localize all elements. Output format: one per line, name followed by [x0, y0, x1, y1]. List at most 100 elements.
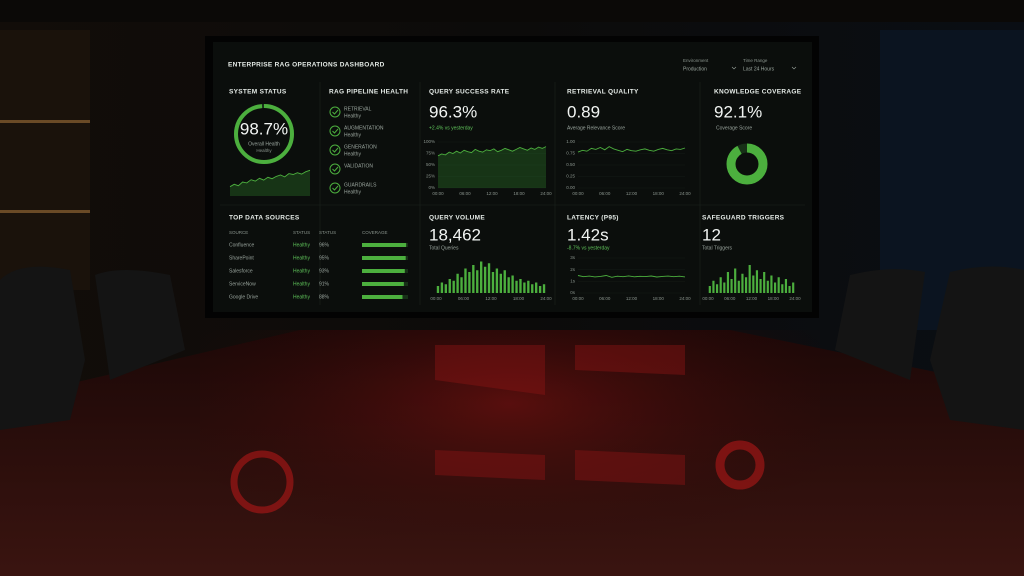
x-tick-label: 24:00 — [540, 191, 552, 196]
bar — [531, 284, 534, 293]
filter-value: Production — [683, 66, 707, 72]
coverage-label: 88% — [319, 294, 330, 300]
panel-title: RAG PIPELINE HEALTH — [329, 89, 408, 96]
bar — [460, 277, 463, 293]
x-tick-label: 18:00 — [513, 191, 525, 196]
coverage-label: 95% — [319, 255, 330, 261]
coverage-label: 91% — [319, 281, 330, 287]
y-tick-label: 75% — [426, 151, 435, 156]
check-mark — [332, 109, 339, 115]
kpi-label: Average Relevance Score — [567, 125, 625, 131]
shelf — [0, 30, 90, 290]
reflection-charts — [435, 345, 685, 485]
ceiling — [0, 0, 1024, 22]
x-tick-label: 12:00 — [626, 296, 638, 301]
status-sub: Healthy — [256, 148, 272, 153]
line — [437, 146, 547, 157]
source-name: Google Drive — [229, 294, 258, 300]
bar — [741, 273, 744, 293]
coverage-bar — [362, 256, 406, 260]
source-status: Healthy — [293, 255, 310, 261]
kpi-label: Total Queries — [429, 245, 459, 251]
panel-title: QUERY SUCCESS RATE — [429, 89, 510, 96]
reflection — [200, 330, 820, 576]
column-header: STATUS — [293, 230, 310, 235]
bar — [730, 279, 733, 293]
stage-name: GENERATION — [344, 144, 377, 150]
coverage-bar — [362, 282, 404, 286]
x-tick-label: 24:00 — [540, 296, 552, 301]
screen — [213, 42, 812, 312]
x-tick-label: 06:00 — [459, 191, 471, 196]
column-header: COVERAGE — [362, 230, 388, 235]
stage-status: Healthy — [344, 151, 361, 157]
x-tick-label: 18:00 — [768, 296, 780, 301]
panel-title: QUERY VOLUME — [429, 215, 485, 222]
y-tick-label: 25% — [426, 174, 435, 179]
stage-name: GUARDRAILS — [344, 182, 377, 188]
source-status: Healthy — [293, 242, 310, 248]
x-tick-label: 12:00 — [485, 296, 497, 301]
area — [230, 170, 310, 196]
check-mark — [332, 128, 339, 134]
y-tick-label: 1s — [570, 279, 576, 284]
bar — [440, 282, 444, 293]
check-icon — [329, 125, 341, 137]
y-tick-label: 1.00 — [566, 139, 575, 144]
bar — [436, 286, 440, 293]
panel-title: TOP DATA SOURCES — [229, 215, 300, 222]
bar — [542, 284, 546, 293]
coverage-label: 96% — [319, 242, 330, 248]
bar — [755, 270, 759, 293]
x-tick-label: 06:00 — [724, 296, 736, 301]
x-tick-label: 12:00 — [746, 296, 758, 301]
bar — [448, 279, 451, 293]
kpi-value: 12 — [702, 225, 721, 244]
x-tick-label: 06:00 — [599, 191, 611, 196]
ring-value — [234, 104, 294, 164]
check-icon — [329, 144, 341, 156]
x-tick-label: 12:00 — [486, 191, 498, 196]
stage-name: RETRIEVAL — [344, 106, 372, 112]
dashboard-title: ENTERPRISE RAG OPERATIONS DASHBOARD — [228, 62, 385, 69]
status-value: 98.7% — [240, 119, 288, 138]
reflection-ring — [230, 450, 294, 514]
bar — [712, 280, 715, 293]
panel-title: SAFEGUARD TRIGGERS — [702, 215, 785, 222]
source-name: SharePoint — [229, 255, 254, 261]
kpi-delta: -8.7% vs yesterday — [567, 245, 610, 251]
bar — [503, 270, 506, 293]
filter-label: Time Range — [743, 58, 768, 63]
stage-name: AUGMENTATION — [344, 125, 384, 131]
bar — [770, 275, 773, 293]
source-name: Confluence — [229, 242, 255, 248]
bar — [476, 270, 479, 293]
coverage-bar — [362, 269, 405, 273]
bar — [468, 272, 471, 293]
y-tick-label: 0s — [570, 290, 576, 295]
bar — [777, 277, 780, 293]
bar — [487, 263, 491, 293]
line — [577, 275, 686, 278]
bar — [535, 282, 538, 293]
bar — [452, 280, 455, 293]
check-icon — [329, 182, 341, 194]
bar — [734, 268, 737, 293]
source-name: Salesforce — [229, 268, 253, 274]
x-tick-label: 12:00 — [626, 191, 638, 196]
stage-name: VALIDATION — [344, 163, 373, 169]
area — [438, 146, 546, 188]
y-tick-label: 0.25 — [566, 174, 575, 179]
bar — [499, 273, 502, 293]
check-icon — [329, 163, 341, 175]
y-tick-label: 2s — [570, 267, 576, 272]
ring-value — [726, 143, 768, 185]
bar — [784, 279, 788, 293]
y-tick-label: 0.50 — [566, 162, 575, 167]
source-status: Healthy — [293, 281, 310, 287]
bar — [444, 284, 447, 293]
bar — [748, 265, 751, 293]
source-status: Healthy — [293, 294, 310, 300]
bar — [456, 273, 459, 293]
